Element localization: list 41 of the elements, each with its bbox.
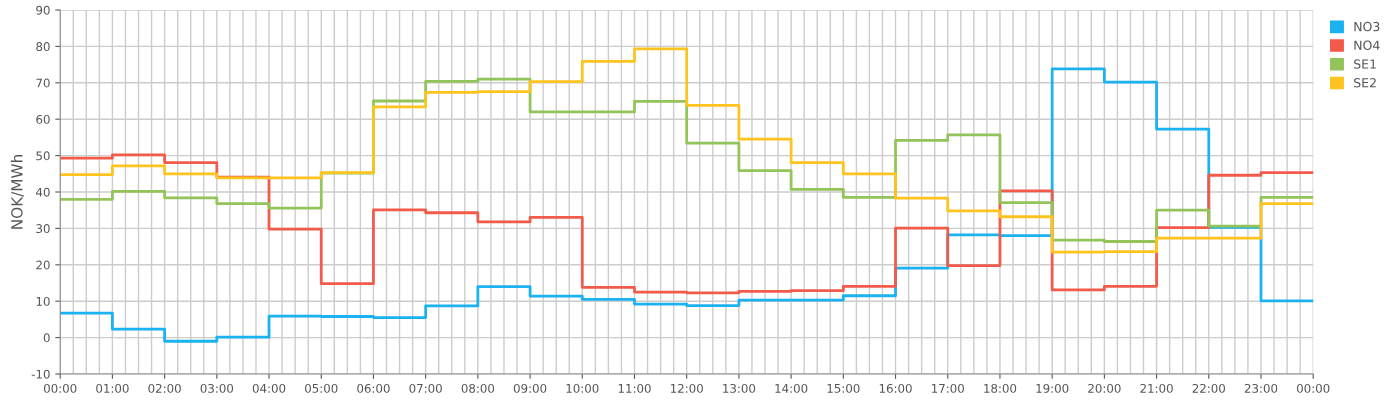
- x-tick-label: 10:00: [566, 383, 599, 393]
- x-tick-label: 13:00: [723, 383, 756, 393]
- x-tick-label: 02:00: [148, 383, 181, 393]
- y-tick-label: 20: [36, 260, 50, 270]
- x-tick-label: 09:00: [513, 383, 547, 393]
- x-tick-label: 05:00: [305, 383, 338, 393]
- x-tick-label: 00:00: [43, 383, 77, 393]
- y-tick-label: -10: [31, 369, 50, 379]
- x-tick-label: 12:00: [670, 383, 703, 393]
- x-tick-label: 08:00: [461, 383, 495, 393]
- x-tick-label: 00:00: [1296, 383, 1330, 393]
- y-tick-label: 30: [36, 224, 50, 234]
- x-tick-label: 01:00: [96, 383, 129, 393]
- x-tick-label: 07:00: [409, 383, 442, 393]
- x-tick-label: 18:00: [984, 383, 1017, 393]
- x-tick-label: 20:00: [1088, 383, 1121, 393]
- legend-label: SE1: [1354, 59, 1376, 69]
- legend-label: NO4: [1354, 40, 1380, 51]
- y-tick-label: 0: [43, 333, 50, 343]
- y-tick-label: 40: [36, 187, 50, 197]
- legend-label: SE2: [1354, 78, 1376, 88]
- x-tick-label: 19:00: [1036, 383, 1069, 393]
- x-tick-label: 23:00: [1244, 383, 1278, 393]
- y-axis-title: NOK/MWh: [10, 155, 24, 229]
- y-tick-label: 70: [36, 78, 50, 88]
- y-tick-label: 80: [36, 42, 50, 52]
- x-tick-label: 04:00: [252, 383, 286, 393]
- y-tick-label: 60: [36, 114, 50, 124]
- x-tick-label: 17:00: [932, 383, 964, 393]
- x-tick-label: 15:00: [827, 383, 860, 393]
- y-tick-label: 90: [36, 5, 50, 15]
- x-tick-label: 21:00: [1140, 383, 1173, 393]
- x-tick-label: 22:00: [1192, 383, 1226, 393]
- x-tick-label: 03:00: [200, 383, 234, 393]
- legend-label: NO3: [1354, 21, 1380, 32]
- x-tick-label: 06:00: [357, 383, 390, 393]
- y-tick-label: 10: [36, 296, 50, 306]
- x-tick-label: 14:00: [775, 383, 808, 393]
- x-tick-label: 11:00: [618, 383, 651, 393]
- x-tick-label: 16:00: [879, 383, 912, 393]
- y-tick-label: 50: [36, 151, 50, 161]
